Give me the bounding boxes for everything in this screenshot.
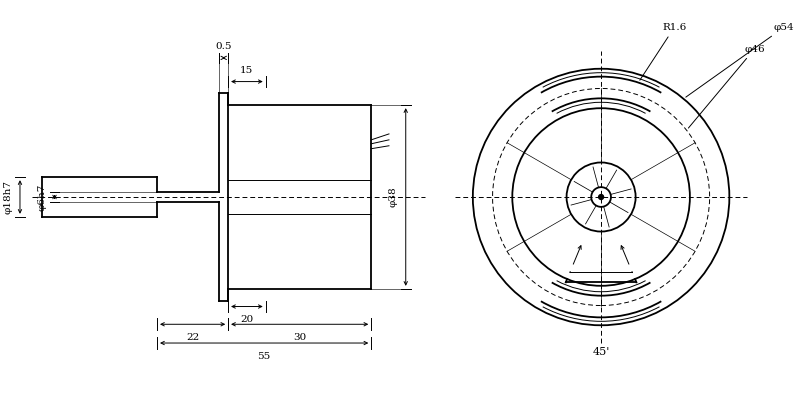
Text: R1.6: R1.6 (640, 23, 686, 80)
Text: 15: 15 (240, 66, 254, 75)
Text: 22: 22 (186, 333, 199, 342)
Circle shape (598, 195, 603, 199)
Text: 45': 45' (593, 347, 610, 357)
Text: φ38: φ38 (389, 187, 398, 207)
Text: 55: 55 (258, 352, 270, 361)
Text: φ54: φ54 (686, 23, 794, 97)
Text: 30: 30 (293, 333, 306, 342)
Text: φ6h7: φ6h7 (38, 183, 46, 211)
Text: 0.5: 0.5 (215, 42, 232, 51)
Text: φ46: φ46 (688, 45, 765, 128)
Text: 20: 20 (240, 315, 254, 324)
Text: φ18h7: φ18h7 (3, 180, 12, 214)
